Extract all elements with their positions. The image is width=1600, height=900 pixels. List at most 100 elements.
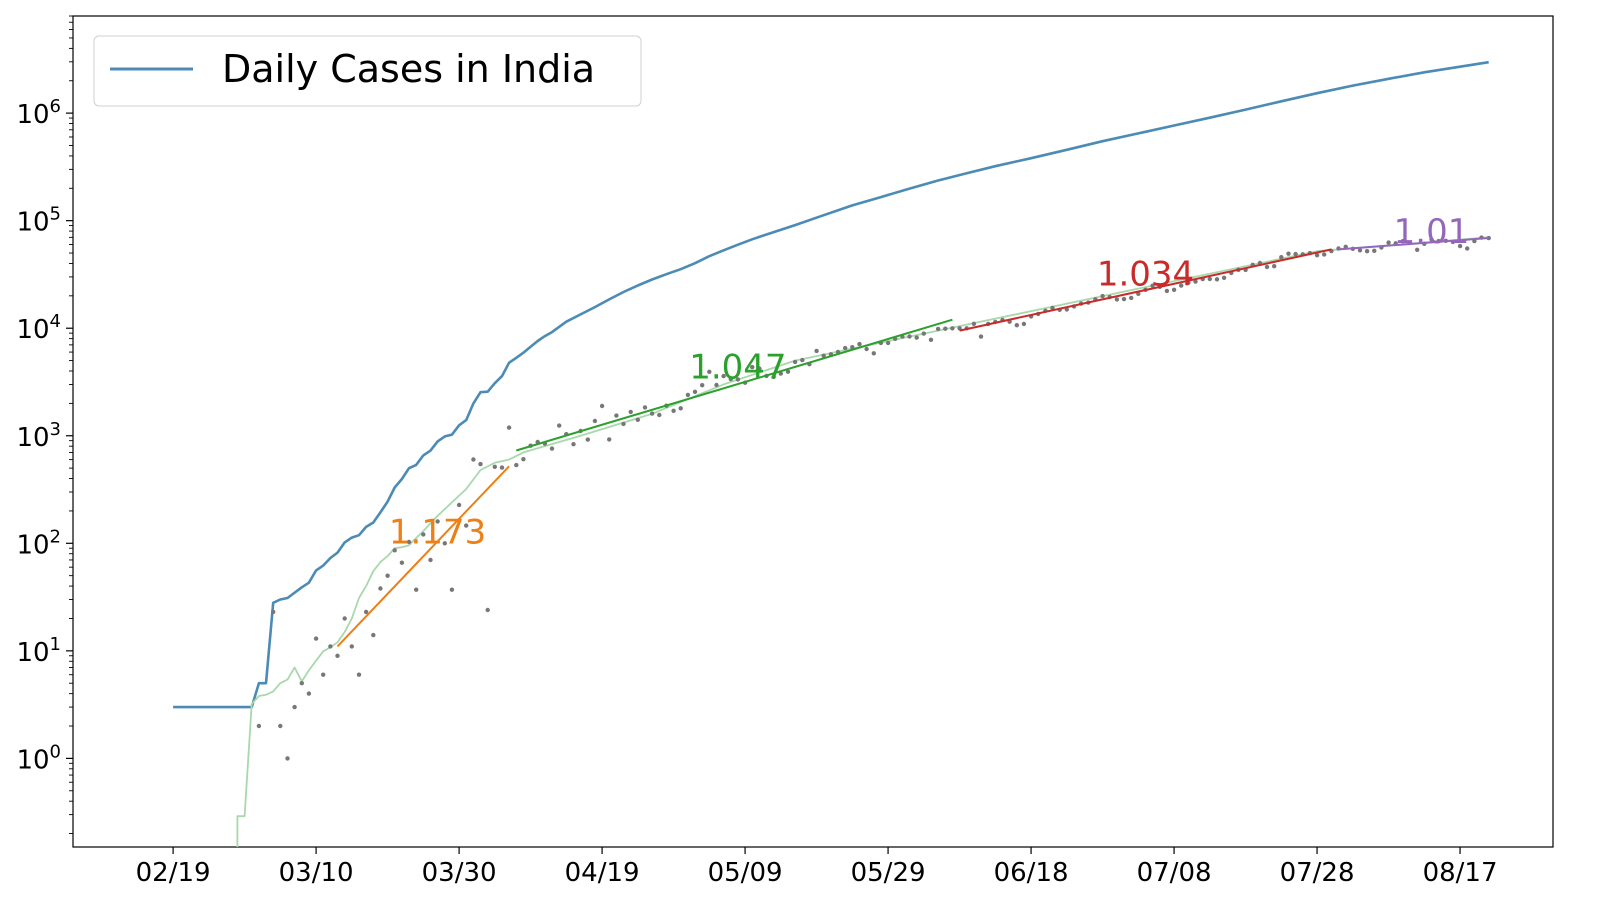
data-point <box>306 691 312 696</box>
y-tick-label: 104 <box>16 311 61 345</box>
growth-rate-label: 1.01 <box>1394 212 1470 252</box>
fit-line <box>336 465 510 648</box>
data-point <box>471 457 476 462</box>
x-tick-label: 03/10 <box>279 858 354 888</box>
data-point <box>1179 283 1184 288</box>
data-point <box>1429 237 1434 242</box>
data-point <box>456 502 462 508</box>
x-tick-label: 06/18 <box>994 858 1069 888</box>
data-point <box>421 532 426 537</box>
data-point <box>1121 296 1127 302</box>
data-point <box>1293 251 1298 257</box>
data-point <box>1014 323 1019 328</box>
data-point <box>850 345 855 350</box>
data-point <box>943 326 948 331</box>
data-point <box>435 519 440 524</box>
x-tick-label: 04/19 <box>565 858 640 888</box>
x-tick-label: 05/09 <box>708 858 783 888</box>
data-point <box>814 348 819 354</box>
data-point <box>1465 246 1470 251</box>
data-point <box>914 335 919 340</box>
data-point <box>1171 287 1177 292</box>
data-point <box>592 418 598 424</box>
data-point <box>800 357 805 363</box>
data-point <box>728 376 733 382</box>
y-tick-label: 105 <box>16 204 61 238</box>
data-point <box>378 586 383 591</box>
data-point <box>1322 252 1327 257</box>
data-point <box>464 523 469 528</box>
data-point <box>950 326 955 331</box>
x-tick-label: 02/19 <box>136 858 211 888</box>
legend-label: Daily Cases in India <box>222 47 595 91</box>
data-point <box>735 377 741 382</box>
data-point <box>321 672 326 677</box>
data-point <box>313 636 319 641</box>
data-point <box>700 383 705 388</box>
data-point <box>1272 264 1277 269</box>
fit-line <box>959 248 1332 332</box>
data-point <box>971 321 977 326</box>
data-point <box>721 373 726 379</box>
x-tick-label: 05/29 <box>851 858 926 888</box>
data-point <box>1221 275 1227 280</box>
data-point <box>363 609 369 615</box>
data-point <box>857 341 862 347</box>
data-point <box>821 353 826 358</box>
data-point <box>649 411 655 416</box>
data-point <box>1364 249 1370 254</box>
plot-frame <box>72 15 1554 848</box>
series-line-daily-cases <box>173 60 1489 709</box>
data-point <box>1314 253 1320 258</box>
fit-line <box>1338 237 1489 251</box>
data-point <box>628 409 633 415</box>
data-point <box>414 587 419 592</box>
data-point <box>1357 248 1363 253</box>
y-tick-label: 101 <box>16 634 61 668</box>
data-point <box>871 351 876 356</box>
data-point <box>621 421 626 427</box>
data-point <box>1400 239 1406 244</box>
legend: Daily Cases in India <box>93 35 642 107</box>
data-point <box>442 541 447 546</box>
data-point <box>1021 321 1027 327</box>
data-point <box>642 405 648 410</box>
data-point <box>449 587 455 592</box>
data-point <box>1164 288 1170 294</box>
data-point <box>521 457 526 462</box>
data-point <box>271 609 276 615</box>
data-point <box>485 607 490 613</box>
data-point <box>478 461 483 467</box>
smoothed-line <box>236 236 1489 847</box>
data-point <box>557 423 562 428</box>
data-point <box>635 417 640 422</box>
data-point <box>714 382 719 388</box>
data-point <box>428 557 433 563</box>
y-tick-label: 103 <box>16 419 61 453</box>
data-point <box>750 364 755 370</box>
data-point <box>1150 283 1155 288</box>
data-point <box>514 462 519 468</box>
data-point <box>1214 277 1220 282</box>
data-point <box>671 408 676 413</box>
data-point <box>707 369 712 374</box>
data-point <box>506 425 512 430</box>
data-point <box>328 644 333 649</box>
data-point <box>356 672 362 677</box>
data-point <box>499 465 505 470</box>
data-point <box>1279 255 1284 260</box>
x-tick-label: 07/08 <box>1137 858 1212 888</box>
data-point <box>978 334 984 339</box>
y-tick-label: 100 <box>16 741 61 775</box>
data-point <box>392 548 397 553</box>
data-point <box>692 389 698 394</box>
data-point <box>256 723 262 729</box>
data-point <box>792 359 798 365</box>
legend-box <box>93 35 642 107</box>
data-point <box>1129 295 1134 301</box>
data-point <box>607 437 612 442</box>
data-point <box>292 704 297 710</box>
data-point <box>864 346 869 352</box>
data-point <box>285 756 290 761</box>
